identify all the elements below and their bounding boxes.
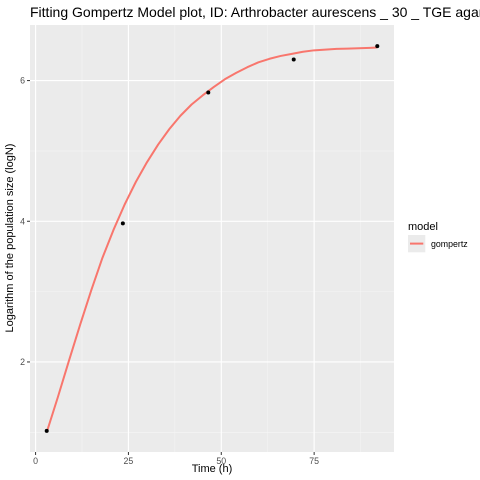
data-point — [44, 428, 49, 433]
x-axis-title: Time (h) — [192, 463, 233, 475]
legend-title: model — [408, 221, 438, 233]
fitted-curves — [45, 46, 378, 433]
chart-title: Fitting Gompertz Model plot, ID: Arthrob… — [30, 4, 480, 20]
y-axis-ticks: 2 4 6 — [20, 76, 30, 367]
grid-major — [30, 25, 394, 452]
plot-panel — [30, 25, 394, 452]
y-tick-label: 4 — [20, 216, 25, 226]
data-point — [291, 57, 296, 62]
legend: model gompertz — [408, 221, 468, 253]
x-tick-label: 25 — [124, 456, 134, 466]
series-line-gompertz — [45, 46, 378, 433]
grid-minor — [30, 25, 394, 452]
observed-points — [44, 44, 380, 433]
data-point — [375, 44, 380, 49]
x-axis-ticks: 0 25 50 75 — [33, 452, 319, 466]
data-point — [120, 221, 125, 226]
x-tick-label: 0 — [33, 456, 38, 466]
x-tick-label: 50 — [216, 456, 226, 466]
y-tick-label: 2 — [20, 357, 25, 367]
y-tick-label: 6 — [20, 76, 25, 86]
x-tick-label: 75 — [309, 456, 319, 466]
y-axis-title: Logarithm of the population size (logN) — [4, 144, 16, 333]
legend-label-gompertz: gompertz — [431, 239, 468, 249]
data-point — [206, 90, 211, 95]
